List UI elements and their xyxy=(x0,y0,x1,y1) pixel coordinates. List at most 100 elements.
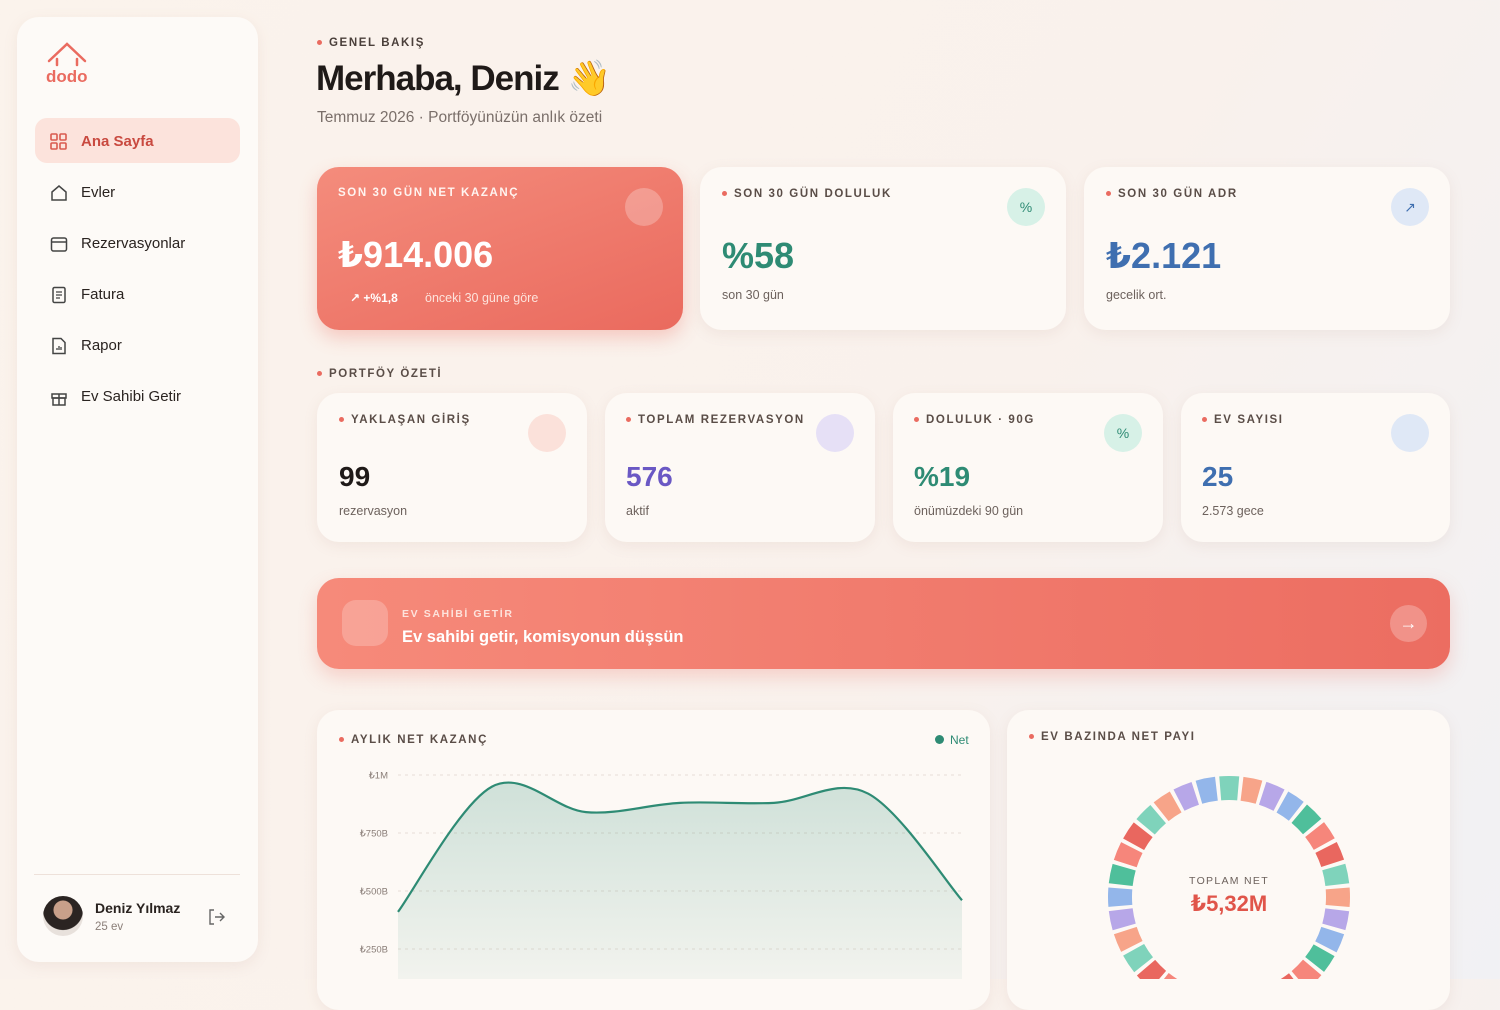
donut-segment xyxy=(1113,926,1143,952)
stat-card: TOPLAM REZERVASYON 576 aktif xyxy=(605,393,875,542)
donut-segment xyxy=(1153,791,1182,822)
kpi-value: %58 xyxy=(722,235,795,276)
kpi-change: ↗ +%1,8 xyxy=(350,291,398,305)
donut-segment xyxy=(1108,887,1133,907)
stat-note: önümüzdeki 90 gün xyxy=(914,504,1024,518)
nav-icon xyxy=(50,237,68,252)
user-subtitle: 25 ev xyxy=(95,921,124,933)
kpi-icon xyxy=(625,188,663,226)
kpi-card: SON 30 GÜN NET KAZANÇ ₺914.006 ↗ +%1,8 ö… xyxy=(317,167,683,330)
kpi-icon: ↗ xyxy=(1391,188,1429,226)
donut-segment xyxy=(1322,863,1350,886)
area xyxy=(398,782,962,979)
chart-title: AYLIK NET KAZANÇ xyxy=(339,734,488,746)
donut-segment xyxy=(1195,776,1218,804)
kpi-label: SON 30 GÜN NET KAZANÇ xyxy=(338,187,520,199)
stat-icon xyxy=(816,414,854,452)
legend-label: Net xyxy=(950,733,969,747)
stat-icon xyxy=(1391,414,1429,452)
y-tick-label: ₺500B xyxy=(360,887,388,898)
kpi-value: ₺2.121 xyxy=(1106,235,1222,276)
kpi-label: SON 30 GÜN DOLULUK xyxy=(722,188,892,200)
donut-segment xyxy=(1113,842,1143,868)
charts: ₺250B ₺500B ₺750B ₺1M TOPLAM NET ₺5,32M xyxy=(360,771,1351,979)
donut-segment xyxy=(1291,804,1322,835)
kpi-change-value: +%1,8 xyxy=(363,291,398,305)
nav-icon xyxy=(51,185,67,201)
y-tick-label: ₺250B xyxy=(360,945,388,956)
kpi-note: önceki 30 güne göre xyxy=(425,291,539,305)
stat-card: EV SAYISI 25 2.573 gece xyxy=(1181,393,1450,542)
kpi-value: ₺914.006 xyxy=(338,234,494,275)
donut-segment xyxy=(1315,841,1345,868)
stat-value: 99 xyxy=(339,461,371,492)
donut-segment xyxy=(1325,887,1351,908)
nav-item[interactable]: Fatura xyxy=(81,286,125,303)
nav-item[interactable]: Rapor xyxy=(81,337,122,354)
nav-item[interactable]: Ev Sahibi Getir xyxy=(81,388,182,405)
page-subtitle: Temmuz 2026 · Portföyünüzün anlık özeti xyxy=(317,109,603,126)
donut-segment xyxy=(1305,944,1335,972)
user-name: Deniz Yılmaz xyxy=(95,900,181,916)
kpi-note: gecelik ort. xyxy=(1106,288,1167,302)
kpi-label: SON 30 GÜN ADR xyxy=(1106,188,1238,200)
stat-card: YAKLAŞAN GİRİŞ 99 rezervasyon xyxy=(317,393,587,542)
line xyxy=(397,781,963,913)
kpi-card: SON 30 GÜN DOLULUK % %58 son 30 gün xyxy=(700,167,1066,330)
nav-icon xyxy=(52,337,66,355)
banner-arrow[interactable]: → xyxy=(1390,605,1427,642)
logout-button[interactable] xyxy=(207,908,225,926)
stat-label: EV SAYISI xyxy=(1202,414,1284,426)
stat-label: DOLULUK · 90G xyxy=(914,414,1035,426)
banner-eyebrow: EV SAHİBİ GETİR xyxy=(402,608,514,620)
page: dodo Ana Sayfa Evler Rezervasyonlar Fatu… xyxy=(0,0,1500,979)
nav-icon xyxy=(52,286,66,304)
chart-title: EV BAZINDA NET PAYI xyxy=(1029,731,1196,743)
donut-center-label: TOPLAM NET xyxy=(1189,875,1269,887)
donut-segment xyxy=(1280,973,1294,979)
donut-segment xyxy=(1219,775,1240,801)
donut-center-value: ₺5,32M xyxy=(1191,891,1267,916)
stat-note: aktif xyxy=(626,504,649,518)
banner-icon xyxy=(342,600,388,646)
donut-segment xyxy=(1322,908,1350,931)
stat-value: 576 xyxy=(626,461,673,492)
nav-item[interactable]: Rezervasyonlar xyxy=(81,235,186,252)
nav-icon xyxy=(50,133,67,150)
stat-value: %19 xyxy=(914,461,971,492)
section-title: PORTFÖY ÖZETİ xyxy=(317,368,442,380)
stat-card: DOLULUK · 90G % %19 önümüzdeki 90 gün xyxy=(893,393,1163,542)
eyebrow: GENEL BAKIŞ xyxy=(317,37,425,49)
donut-segment xyxy=(1276,791,1304,821)
chart-card xyxy=(1007,710,1450,1010)
donut-segment xyxy=(1108,908,1136,931)
donut-segment xyxy=(1173,781,1199,811)
nav-item[interactable]: Evler xyxy=(81,184,116,201)
kpi-card: SON 30 GÜN ADR ↗ ₺2.121 gecelik ort. xyxy=(1084,167,1450,330)
stat-label: YAKLAŞAN GİRİŞ xyxy=(339,414,471,426)
kpi-note: son 30 gün xyxy=(722,288,784,302)
logo: dodo xyxy=(46,67,88,86)
stat-note: 2.573 gece xyxy=(1202,504,1264,518)
donut-segment xyxy=(1108,863,1136,886)
sidebar: dodo xyxy=(17,17,258,962)
donut-segment xyxy=(1315,926,1345,953)
referral-banner[interactable]: EV SAHİBİ GETİR Ev sahibi getir, komisyo… xyxy=(317,578,1450,669)
nav-active-bg xyxy=(35,118,240,163)
banner-title: Ev sahibi getir, komisyonun düşsün xyxy=(402,628,684,646)
donut-segment xyxy=(1123,943,1154,973)
donut-segment xyxy=(1240,776,1263,804)
donut-segment xyxy=(1136,805,1166,835)
y-tick-label: ₺750B xyxy=(360,829,388,840)
logo-icon xyxy=(47,42,87,67)
y-tick-label: ₺1M xyxy=(369,771,388,782)
stat-note: rezervasyon xyxy=(339,504,408,518)
page-title: Merhaba, Deniz 👋 xyxy=(316,59,611,98)
donut-segment xyxy=(1163,972,1178,979)
donut-segment xyxy=(1136,959,1167,979)
nav-icon xyxy=(51,393,67,406)
stat-label: TOPLAM REZERVASYON xyxy=(626,414,805,426)
stat-value: 25 xyxy=(1202,461,1234,492)
nav-item[interactable]: Ana Sayfa xyxy=(81,133,154,150)
donut-segment xyxy=(1123,822,1153,851)
